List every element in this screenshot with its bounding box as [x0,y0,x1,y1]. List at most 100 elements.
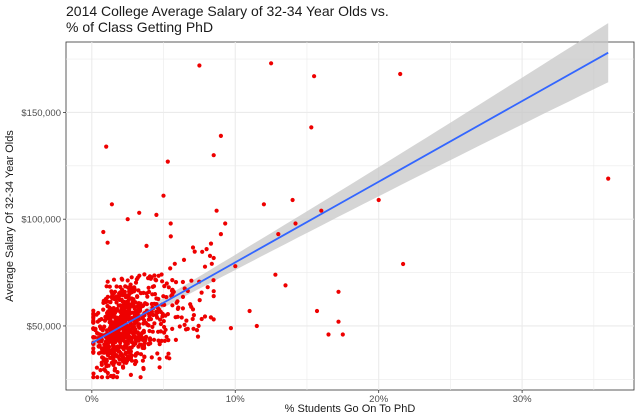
data-point [123,309,128,314]
data-point [113,359,118,364]
data-point [142,354,147,360]
data-point [96,344,102,349]
data-point [162,338,167,343]
data-point [293,221,298,226]
data-point [189,304,194,309]
data-point [179,315,184,320]
data-point [91,314,96,319]
data-point [138,291,143,296]
data-point [182,322,187,327]
data-point [165,159,170,164]
data-point [123,317,128,322]
chart-title-line-1: 2014 College Average Salary of 32-34 Yea… [66,3,389,19]
data-point [138,375,143,380]
data-point [101,307,106,312]
data-point [126,348,132,353]
data-point [228,326,233,331]
data-point [168,221,173,226]
data-point [156,273,161,278]
data-point [105,299,110,304]
data-point [131,302,136,307]
data-point [170,287,175,292]
data-point [195,334,201,339]
data-point [197,298,202,303]
data-point [181,257,187,262]
y-axis-title: Average Salary Of 32-34 Year Olds [4,130,16,302]
data-point [156,338,161,343]
data-point [142,272,147,277]
x-tick-label: 20% [369,394,389,405]
data-point [194,328,200,333]
data-point [247,308,252,314]
data-point [95,331,100,336]
data-point [143,338,148,343]
data-point [154,313,159,318]
data-point [170,326,175,331]
data-point [135,351,140,356]
x-tick-label: 30% [513,394,533,405]
data-point [154,296,159,301]
data-point [199,316,204,322]
data-point [115,370,120,375]
data-point [114,332,119,337]
data-point [135,294,140,299]
data-point [135,312,140,317]
data-point [126,294,131,299]
data-point [114,284,119,289]
data-point [166,338,171,343]
data-point [336,289,341,294]
data-point [118,303,123,308]
data-point [314,308,320,314]
data-point [111,277,117,282]
data-point [158,317,163,322]
data-point [120,313,125,318]
data-point [136,344,141,349]
data-point [208,315,213,320]
data-point [99,375,105,380]
data-point [312,74,317,79]
data-point [110,324,115,329]
data-point [105,240,110,245]
data-point [105,370,110,376]
data-point [141,365,146,371]
confidence-band-layer [91,23,609,349]
data-point [146,342,151,347]
data-point [149,355,154,360]
data-point [196,323,201,328]
data-point [91,335,96,340]
data-point [183,327,189,332]
data-point [114,300,119,305]
data-point [123,351,128,356]
data-point [109,294,114,300]
data-point [336,319,341,324]
data-point [211,294,216,299]
data-point [160,311,165,316]
data-point [209,261,214,266]
data-point [117,349,122,354]
data-point [101,350,106,355]
data-point [157,356,162,361]
data-point [214,208,219,213]
data-point [154,212,159,217]
data-point [218,133,223,138]
data-point [152,273,157,278]
data-point [261,202,266,207]
data-point [147,328,152,334]
data-point [137,322,142,327]
data-point [208,241,214,246]
data-point [111,345,117,350]
data-point [91,350,96,355]
data-point [91,320,96,325]
fit-line-layer [91,51,609,344]
data-point [211,153,216,158]
data-point [129,275,134,280]
data-point [167,356,172,361]
data-point [118,284,123,290]
data-point [147,312,152,317]
data-point [157,365,162,370]
data-point [146,285,151,290]
data-point [211,255,216,261]
data-point [120,277,125,282]
data-point [147,274,152,279]
